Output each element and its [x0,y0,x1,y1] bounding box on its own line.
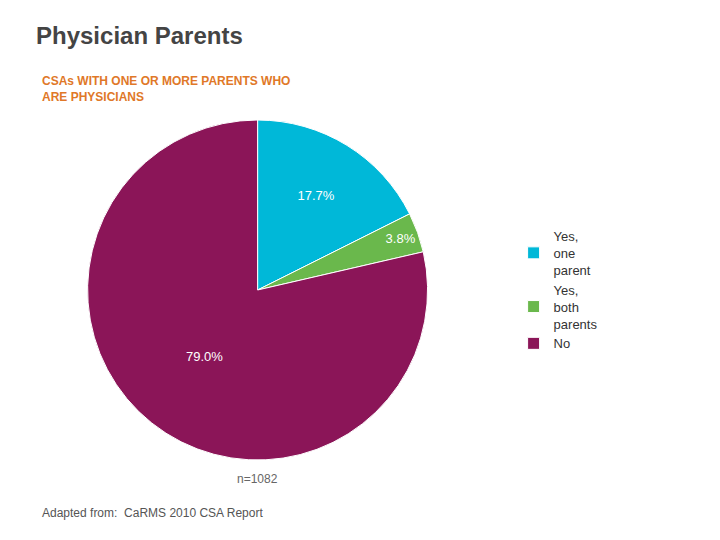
svg-text:No: No [554,336,571,351]
svg-text:n=1082: n=1082 [237,472,278,486]
svg-text:3.8%: 3.8% [386,231,416,246]
svg-text:Adapted from: CaRMS 2010 CSA: Adapted from: CaRMS 2010 CSA Report [42,506,263,520]
svg-text:Yes,oneparent: Yes,oneparent [554,229,591,278]
svg-text:CSAs WITH ONE OR MORE PARENTS: CSAs WITH ONE OR MORE PARENTS WHOARE PHY… [42,74,290,104]
svg-text:17.7%: 17.7% [298,188,335,203]
svg-text:Yes,bothparents: Yes,bothparents [554,283,598,332]
svg-text:79.0%: 79.0% [186,349,223,364]
svg-text:Physician Parents: Physician Parents [36,22,243,49]
